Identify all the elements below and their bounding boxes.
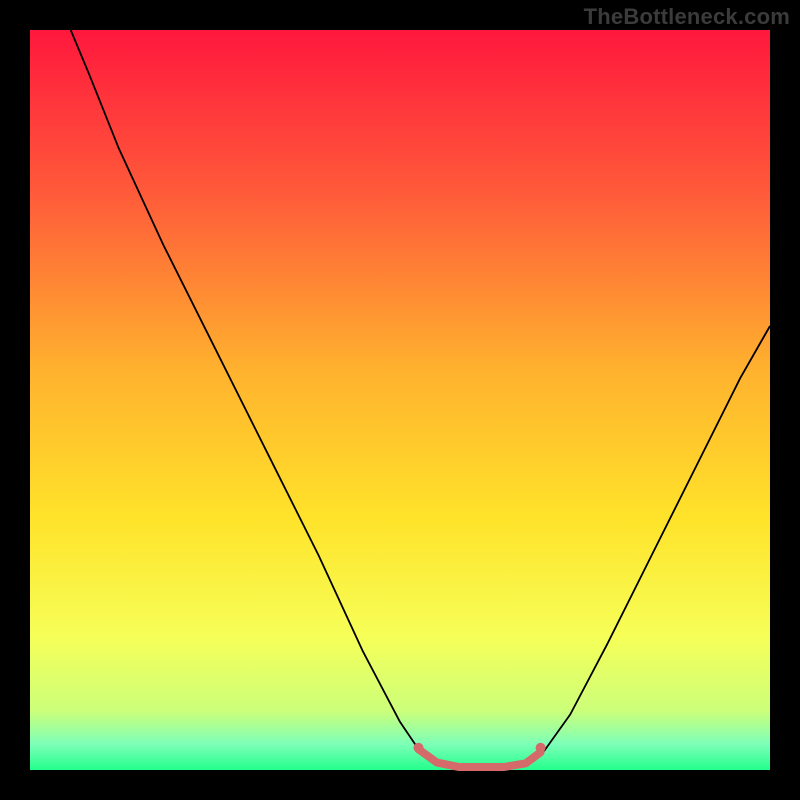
chart-container: TheBottleneck.com xyxy=(0,0,800,800)
bottleneck-chart xyxy=(0,0,800,800)
plot-background xyxy=(30,30,770,770)
trough-dot-right xyxy=(536,743,546,753)
trough-dot-left xyxy=(414,743,424,753)
